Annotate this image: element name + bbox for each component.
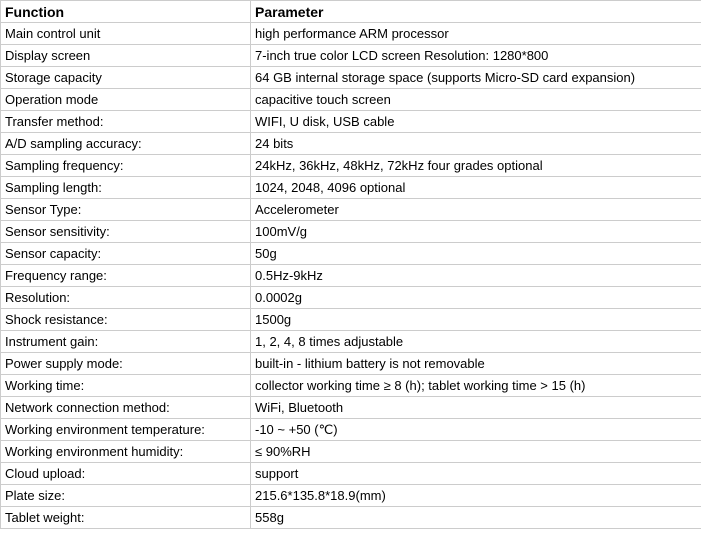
cell-function: Working environment temperature: <box>1 419 251 441</box>
table-row: Network connection method:WiFi, Bluetoot… <box>1 397 701 419</box>
cell-function: Shock resistance: <box>1 309 251 331</box>
cell-function: Main control unit <box>1 23 251 45</box>
table-row: Shock resistance:1500g <box>1 309 701 331</box>
cell-function: Power supply mode: <box>1 353 251 375</box>
table-row: Power supply mode: built-in - lithium ba… <box>1 353 701 375</box>
cell-function: Instrument gain: <box>1 331 251 353</box>
cell-parameter: Accelerometer <box>251 199 701 221</box>
table-row: Working time:collector working time ≥ 8 … <box>1 375 701 397</box>
cell-function: Frequency range: <box>1 265 251 287</box>
table-row: Instrument gain:1, 2, 4, 8 times adjusta… <box>1 331 701 353</box>
table-row: Sensor Type:Accelerometer <box>1 199 701 221</box>
table-row: Storage capacity64 GB internal storage s… <box>1 67 701 89</box>
cell-parameter: 0.0002g <box>251 287 701 309</box>
table-row: Main control unit high performance ARM p… <box>1 23 701 45</box>
cell-parameter: built-in - lithium battery is not remova… <box>251 353 701 375</box>
cell-function: Sensor sensitivity: <box>1 221 251 243</box>
cell-function: Sampling length: <box>1 177 251 199</box>
cell-function: Plate size: <box>1 485 251 507</box>
cell-function: A/D sampling accuracy: <box>1 133 251 155</box>
cell-parameter: 100mV/g <box>251 221 701 243</box>
cell-parameter: -10 ~ +50 (℃) <box>251 419 701 441</box>
cell-parameter: WiFi, Bluetooth <box>251 397 701 419</box>
table-row: A/D sampling accuracy:24 bits <box>1 133 701 155</box>
cell-parameter: support <box>251 463 701 485</box>
cell-function: Working environment humidity: <box>1 441 251 463</box>
table-header-row: Function Parameter <box>1 1 701 23</box>
table-row: Working environment humidity: ≤ 90%RH <box>1 441 701 463</box>
table-row: Cloud upload: support <box>1 463 701 485</box>
cell-function: Transfer method: <box>1 111 251 133</box>
cell-function: Network connection method: <box>1 397 251 419</box>
cell-parameter: 558g <box>251 507 701 529</box>
cell-parameter: 7-inch true color LCD screen Resolution:… <box>251 45 701 67</box>
table-row: Working environment temperature: -10 ~ +… <box>1 419 701 441</box>
spec-table: Function Parameter Main control unit hig… <box>0 0 701 529</box>
cell-function: Display screen <box>1 45 251 67</box>
table-row: Sampling frequency: 24kHz, 36kHz, 48kHz,… <box>1 155 701 177</box>
table-row: Sampling length:1024, 2048, 4096 optiona… <box>1 177 701 199</box>
table-row: Frequency range:0.5Hz-9kHz <box>1 265 701 287</box>
table-row: Display screen7-inch true color LCD scre… <box>1 45 701 67</box>
cell-function: Cloud upload: <box>1 463 251 485</box>
cell-parameter: high performance ARM processor <box>251 23 701 45</box>
table-row: Resolution:0.0002g <box>1 287 701 309</box>
cell-function: Sampling frequency: <box>1 155 251 177</box>
header-function: Function <box>1 1 251 23</box>
table-row: Plate size:215.6*135.8*18.9(mm) <box>1 485 701 507</box>
cell-parameter: capacitive touch screen <box>251 89 701 111</box>
cell-parameter: 24kHz, 36kHz, 48kHz, 72kHz four grades o… <box>251 155 701 177</box>
cell-parameter: 1500g <box>251 309 701 331</box>
cell-function: Sensor Type: <box>1 199 251 221</box>
cell-parameter: 215.6*135.8*18.9(mm) <box>251 485 701 507</box>
cell-parameter: WIFI, U disk, USB cable <box>251 111 701 133</box>
table-row: Sensor sensitivity:100mV/g <box>1 221 701 243</box>
cell-parameter: 0.5Hz-9kHz <box>251 265 701 287</box>
cell-parameter: 1024, 2048, 4096 optional <box>251 177 701 199</box>
cell-function: Storage capacity <box>1 67 251 89</box>
cell-parameter: 1, 2, 4, 8 times adjustable <box>251 331 701 353</box>
cell-function: Operation mode <box>1 89 251 111</box>
cell-function: Working time: <box>1 375 251 397</box>
table-row: Tablet weight:558g <box>1 507 701 529</box>
cell-parameter: 64 GB internal storage space (supports M… <box>251 67 701 89</box>
table-row: Transfer method: WIFI, U disk, USB cable <box>1 111 701 133</box>
cell-function: Resolution: <box>1 287 251 309</box>
cell-function: Tablet weight: <box>1 507 251 529</box>
cell-parameter: 24 bits <box>251 133 701 155</box>
cell-parameter: ≤ 90%RH <box>251 441 701 463</box>
header-parameter: Parameter <box>251 1 701 23</box>
cell-function: Sensor capacity: <box>1 243 251 265</box>
table-row: Operation modecapacitive touch screen <box>1 89 701 111</box>
cell-parameter: 50g <box>251 243 701 265</box>
table-row: Sensor capacity:50g <box>1 243 701 265</box>
cell-parameter: collector working time ≥ 8 (h); tablet w… <box>251 375 701 397</box>
